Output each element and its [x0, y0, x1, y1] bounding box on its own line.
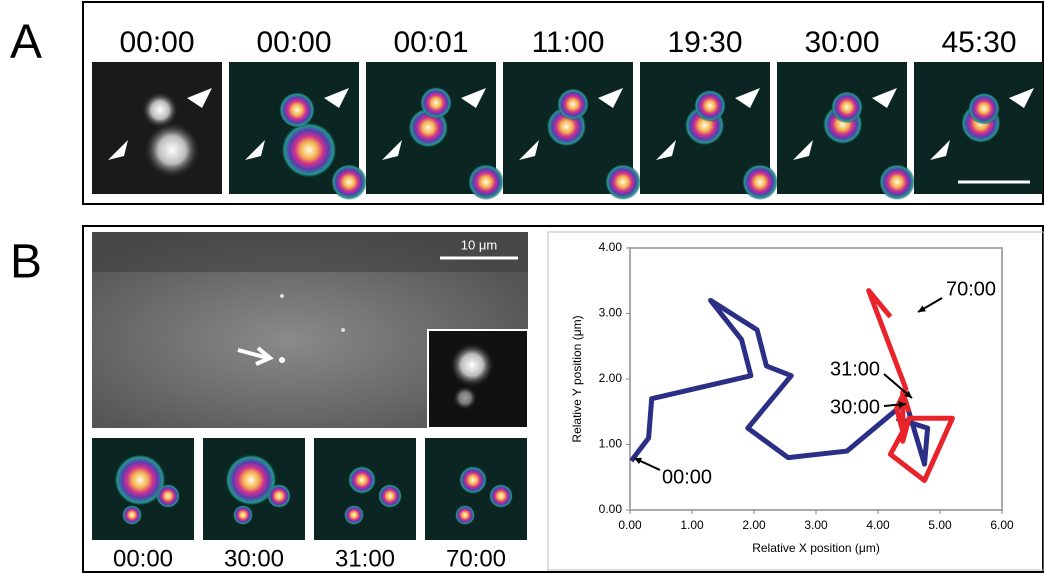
spot [420, 87, 452, 119]
spot [557, 88, 589, 120]
spot [267, 484, 291, 508]
y-tick-label: 1.00 [599, 437, 623, 451]
spot [156, 484, 180, 508]
y-tick-label: 3.00 [599, 306, 623, 320]
y-axis-label: Relative Y position (μm) [570, 315, 584, 442]
spot [459, 466, 487, 494]
time-label: 31:00 [335, 545, 395, 572]
annotation: 70:00 [946, 278, 996, 300]
x-tick-label: 1.00 [680, 518, 704, 532]
time-label: 00:00 [113, 545, 173, 572]
spot [341, 328, 345, 332]
time-label: 11:00 [532, 26, 605, 59]
spot [331, 164, 367, 200]
spot [280, 294, 284, 298]
panel-label: A [10, 16, 42, 69]
time-label: 70:00 [446, 545, 506, 572]
spot [605, 164, 641, 200]
x-tick-label: 6.00 [990, 518, 1014, 532]
spot [233, 505, 253, 525]
y-tick-label: 2.00 [599, 371, 623, 385]
scale-bar-label: 10 μm [461, 237, 497, 252]
x-tick-label: 2.00 [742, 518, 766, 532]
y-tick-label: 4.00 [599, 240, 623, 254]
spot [142, 92, 178, 128]
spot [450, 343, 494, 387]
x-axis-label: Relative X position (μm) [752, 541, 880, 555]
spot [831, 91, 863, 123]
spot [453, 386, 477, 410]
spot [122, 505, 142, 525]
y-tick-label: 0.00 [599, 502, 623, 516]
time-label: 30:00 [804, 26, 879, 59]
spot [344, 505, 364, 525]
spot [279, 357, 285, 363]
spot [378, 484, 402, 508]
spot [455, 505, 475, 525]
spot [694, 90, 726, 122]
annotation: 00:00 [662, 466, 712, 488]
spot [489, 484, 513, 508]
spot [879, 164, 915, 200]
time-label: 00:00 [256, 26, 331, 59]
spot [348, 466, 376, 494]
annotation: 30:00 [830, 396, 880, 418]
panel-label: B [10, 236, 42, 289]
spot [144, 122, 200, 178]
time-label: 19:30 [667, 26, 742, 59]
spot [468, 164, 504, 200]
figure: A B 10 μm 00:00 00:00 00:01 11:00 19:30 30:00… [0, 0, 1044, 574]
x-tick-label: 0.00 [618, 518, 642, 532]
annotation: 31:00 [830, 358, 880, 380]
spot [968, 93, 1000, 125]
x-tick-label: 4.00 [866, 518, 890, 532]
spot [281, 122, 337, 178]
time-label: 45:30 [941, 26, 1016, 59]
spot [279, 92, 315, 128]
x-tick-label: 3.00 [804, 518, 828, 532]
spot [742, 164, 778, 200]
time-label: 30:00 [224, 545, 284, 572]
time-label: 00:00 [119, 26, 194, 59]
trajectory [869, 291, 953, 481]
time-label: 00:01 [393, 26, 468, 59]
x-tick-label: 5.00 [928, 518, 952, 532]
